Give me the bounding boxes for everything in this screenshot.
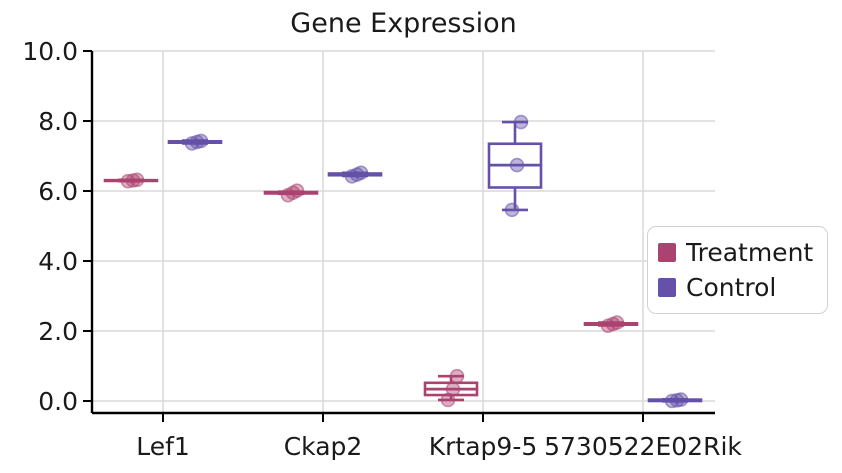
data-point xyxy=(449,368,465,384)
legend-item-control: Control xyxy=(658,275,817,300)
x-tick-label: Ckap2 xyxy=(284,432,363,461)
treatment-swatch-icon xyxy=(658,243,676,262)
x-tick-label: 5730522E02Rik xyxy=(544,432,742,461)
control-swatch-icon xyxy=(658,278,676,297)
legend-item-treatment: Treatment xyxy=(658,240,817,265)
x-tick-label: Krtap9-5 xyxy=(429,432,538,461)
y-tick-label: 6.0 xyxy=(38,177,78,206)
y-tick-label: 10.0 xyxy=(22,37,78,66)
data-point xyxy=(289,183,305,198)
y-tick-label: 0.0 xyxy=(38,387,78,416)
data-point xyxy=(445,381,461,397)
data-point xyxy=(193,133,209,149)
data-point xyxy=(129,172,145,188)
legend-label-treatment: Treatment xyxy=(686,238,814,267)
y-tick-label: 8.0 xyxy=(38,107,78,136)
data-point xyxy=(353,165,369,181)
legend: Treatment Control xyxy=(647,226,828,314)
x-tick-label: Lef1 xyxy=(136,432,190,461)
data-point xyxy=(673,392,689,407)
data-point xyxy=(513,114,529,130)
chart-title: Gene Expression xyxy=(290,8,517,39)
legend-label-control: Control xyxy=(686,273,777,302)
data-point xyxy=(509,157,525,173)
data-point xyxy=(504,202,520,218)
y-tick-label: 4.0 xyxy=(38,247,78,276)
y-tick-label: 2.0 xyxy=(38,317,78,346)
data-point xyxy=(609,315,625,330)
